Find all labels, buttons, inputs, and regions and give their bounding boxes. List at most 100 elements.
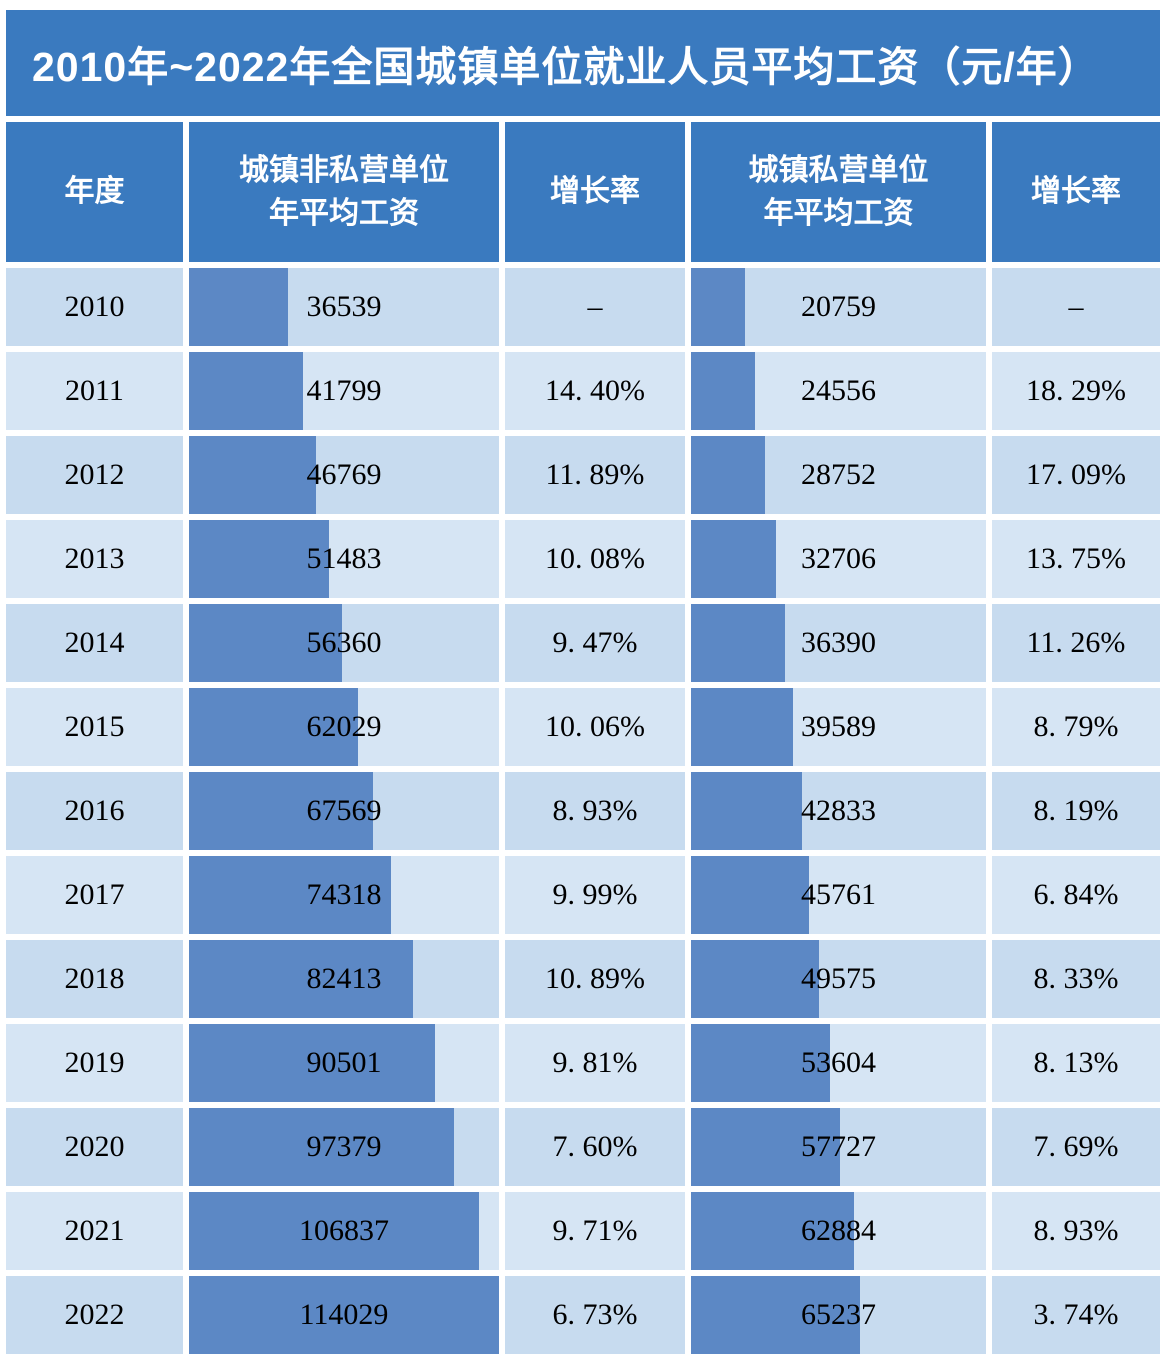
nonprivate-growth-value: 10. 08% — [545, 542, 645, 575]
nonprivate-wage-bar — [189, 1276, 499, 1354]
private-growth-cell: 8. 19% — [992, 772, 1160, 850]
nonprivate-wage-value: 74318 — [306, 878, 382, 911]
nonprivate-wage-bar — [189, 436, 317, 514]
private-wage-bar — [691, 436, 766, 514]
nonprivate-wage-value: 51483 — [306, 542, 382, 575]
private-growth-cell: 11. 26% — [992, 604, 1160, 682]
nonprivate-wage-cell: 36539 — [189, 268, 499, 346]
private-wage-bar — [691, 1192, 854, 1270]
nonprivate-wage-cell: 51483 — [189, 520, 499, 598]
year-cell: 2014 — [6, 604, 183, 682]
private-wage-cell: 49575 — [691, 940, 986, 1018]
nonprivate-wage-cell: 56360 — [189, 604, 499, 682]
private-wage-value: 57727 — [801, 1130, 876, 1163]
nonprivate-growth-cell: 10. 08% — [505, 520, 685, 598]
nonprivate-growth-value: 6. 73% — [552, 1298, 638, 1331]
nonprivate-wage-value: 41799 — [306, 374, 382, 407]
nonprivate-wage-value: 82413 — [306, 962, 382, 995]
nonprivate-wage-bar — [189, 1108, 454, 1186]
year-label: 2013 — [64, 542, 125, 575]
private-wage-cell: 57727 — [691, 1108, 986, 1186]
year-cell: 2019 — [6, 1024, 183, 1102]
nonprivate-wage-value: 114029 — [299, 1298, 389, 1331]
private-wage-bar — [691, 1276, 860, 1354]
private-wage-value: 20759 — [801, 290, 876, 323]
private-wage-bar — [691, 940, 820, 1018]
nonprivate-growth-value: – — [587, 290, 603, 323]
private-growth-value: 13. 75% — [1026, 542, 1126, 575]
private-wage-cell: 20759 — [691, 268, 986, 346]
nonprivate-wage-cell: 41799 — [189, 352, 499, 430]
nonprivate-growth-value: 10. 06% — [545, 710, 645, 743]
year-cell: 2015 — [6, 688, 183, 766]
nonprivate-growth-cell: 8. 93% — [505, 772, 685, 850]
private-wage-bar — [691, 1108, 841, 1186]
nonprivate-wage-cell: 67569 — [189, 772, 499, 850]
nonprivate-wage-value: 62029 — [306, 710, 382, 743]
private-growth-cell: 18. 29% — [992, 352, 1160, 430]
private-wage-cell: 53604 — [691, 1024, 986, 1102]
private-growth-value: 17. 09% — [1026, 458, 1126, 491]
nonprivate-growth-value: 7. 60% — [552, 1130, 638, 1163]
nonprivate-growth-cell: – — [505, 268, 685, 346]
private-growth-cell: 8. 33% — [992, 940, 1160, 1018]
private-wage-cell: 62884 — [691, 1192, 986, 1270]
private-wage-value: 65237 — [801, 1298, 876, 1331]
private-wage-bar — [691, 268, 745, 346]
nonprivate-wage-value: 46769 — [306, 458, 382, 491]
nonprivate-growth-value: 9. 47% — [552, 626, 638, 659]
nonprivate-wage-cell: 82413 — [189, 940, 499, 1018]
nonprivate-growth-cell: 10. 89% — [505, 940, 685, 1018]
private-wage-bar — [691, 520, 776, 598]
private-growth-cell: – — [992, 268, 1160, 346]
private-wage-bar — [691, 856, 810, 934]
nonprivate-growth-cell: 9. 71% — [505, 1192, 685, 1270]
col-header-nonprivate-wage: 城镇非私营单位 年平均工资 — [189, 122, 499, 262]
nonprivate-wage-bar — [189, 268, 289, 346]
nonprivate-growth-value: 11. 89% — [545, 458, 645, 491]
nonprivate-wage-bar — [189, 688, 358, 766]
private-wage-bar — [691, 604, 786, 682]
private-wage-value: 39589 — [801, 710, 876, 743]
nonprivate-wage-cell: 90501 — [189, 1024, 499, 1102]
nonprivate-growth-value: 9. 99% — [552, 878, 638, 911]
private-growth-cell: 3. 74% — [992, 1276, 1160, 1354]
private-wage-bar — [691, 772, 802, 850]
year-label: 2017 — [64, 878, 125, 911]
year-label: 2014 — [64, 626, 125, 659]
col-header-nonprivate-growth: 增长率 — [505, 122, 685, 262]
private-wage-value: 42833 — [801, 794, 876, 827]
private-wage-value: 36390 — [801, 626, 876, 659]
year-cell: 2016 — [6, 772, 183, 850]
nonprivate-growth-cell: 7. 60% — [505, 1108, 685, 1186]
nonprivate-wage-cell: 74318 — [189, 856, 499, 934]
private-growth-value: 8. 19% — [1033, 794, 1119, 827]
private-wage-cell: 36390 — [691, 604, 986, 682]
private-growth-cell: 8. 13% — [992, 1024, 1160, 1102]
year-label: 2018 — [64, 962, 125, 995]
nonprivate-wage-cell: 106837 — [189, 1192, 499, 1270]
nonprivate-growth-value: 9. 71% — [552, 1214, 638, 1247]
nonprivate-wage-bar — [189, 520, 329, 598]
chart-title: 2010年~2022年全国城镇单位就业人员平均工资（元/年） — [32, 44, 1100, 90]
col-header-private-growth: 增长率 — [992, 122, 1160, 262]
nonprivate-wage-bar — [189, 604, 343, 682]
private-growth-cell: 7. 69% — [992, 1108, 1160, 1186]
year-cell: 2022 — [6, 1276, 183, 1354]
year-label: 2020 — [64, 1130, 125, 1163]
private-wage-bar — [691, 1024, 830, 1102]
col-header-nonprivate-wage-label: 城镇非私营单位 年平均工资 — [239, 153, 449, 231]
private-wage-cell: 24556 — [691, 352, 986, 430]
year-cell: 2012 — [6, 436, 183, 514]
col-header-year: 年度 — [6, 122, 183, 262]
nonprivate-wage-value: 97379 — [306, 1130, 382, 1163]
nonprivate-growth-cell: 9. 47% — [505, 604, 685, 682]
private-growth-value: 8. 93% — [1033, 1214, 1119, 1247]
private-wage-value: 53604 — [801, 1046, 876, 1079]
private-wage-value: 62884 — [801, 1214, 876, 1247]
year-cell: 2021 — [6, 1192, 183, 1270]
year-cell: 2010 — [6, 268, 183, 346]
year-label: 2022 — [64, 1298, 125, 1331]
year-cell: 2020 — [6, 1108, 183, 1186]
